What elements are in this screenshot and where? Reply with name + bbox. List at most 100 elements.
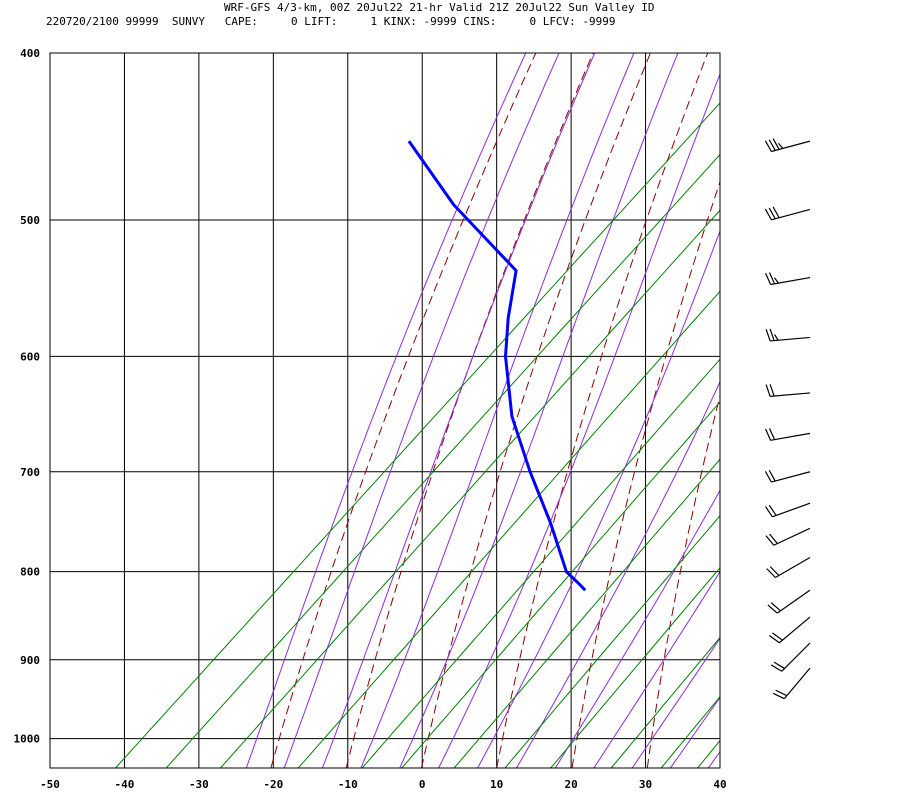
barb-staff	[771, 140, 811, 153]
barb-feather	[774, 277, 779, 284]
barb-feather	[769, 533, 778, 544]
isobar-grid	[50, 52, 720, 768]
barb-staff	[778, 616, 811, 644]
barb-feather	[772, 138, 780, 150]
temp-label--40: -40	[115, 778, 135, 791]
moist-adiabat	[515, 380, 720, 768]
barb-staff	[783, 667, 811, 700]
wind-barb	[764, 502, 811, 518]
dry-adiabat	[571, 180, 720, 768]
wind-barb	[770, 642, 811, 672]
temp-label--50: -50	[40, 778, 60, 791]
wind-barb	[765, 384, 811, 397]
barb-feather	[769, 566, 780, 576]
temp-label-20: 20	[564, 778, 577, 791]
temp-label-0: 0	[419, 778, 426, 791]
pressure-label-500: 500	[20, 214, 40, 227]
wind-barb	[766, 556, 811, 579]
barb-feather	[764, 506, 773, 518]
mixing-ratio-line	[114, 102, 720, 768]
moist-adiabat	[399, 53, 679, 768]
barb-feather	[765, 329, 771, 342]
dry-adiabat	[270, 53, 537, 768]
dry-adiabat	[345, 53, 594, 768]
barb-staff	[770, 336, 811, 342]
moist-adiabat	[360, 53, 635, 768]
sounding-series	[407, 140, 900, 592]
dry-adiabat	[798, 53, 900, 768]
wind-barb	[765, 527, 811, 546]
barb-staff	[770, 432, 811, 441]
barb-feather	[773, 661, 785, 669]
pressure-label-1000: 1000	[14, 733, 41, 746]
barb-feather	[768, 428, 776, 440]
plot-frame	[49, 52, 721, 769]
wind-barb	[765, 272, 811, 286]
barb-feather	[767, 604, 778, 614]
barb-feather	[768, 272, 776, 285]
pressure-label-800: 800	[20, 566, 40, 579]
temperature-profile	[802, 141, 900, 590]
wind-barb	[765, 428, 811, 441]
barb-staff	[775, 556, 811, 579]
mixing-ratio-line	[401, 401, 720, 768]
barb-staff	[776, 589, 811, 614]
barb-feather	[766, 568, 776, 578]
barb-feather	[764, 471, 772, 483]
moist-adiabat	[477, 229, 720, 768]
temp-label-30: 30	[639, 778, 652, 791]
barb-feather	[765, 384, 771, 397]
barb-feather	[764, 140, 772, 152]
sounding-header: WRF-GFS 4/3-km, 00Z 20Jul22 21-hr Valid …	[0, 0, 900, 40]
barb-feather	[769, 328, 775, 341]
barb-feather	[770, 602, 781, 612]
temp-label--20: -20	[263, 778, 283, 791]
wind-barb	[767, 589, 811, 614]
barb-staff	[773, 527, 811, 546]
wind-barbs	[764, 138, 811, 700]
mixing-ratio-line	[696, 739, 720, 768]
background-lines	[114, 53, 900, 768]
mixing-ratio-line	[504, 514, 720, 768]
barb-feather	[768, 207, 776, 220]
moist-adiabat	[283, 53, 560, 768]
pressure-label-600: 600	[20, 350, 40, 363]
mixing-ratio-line	[361, 358, 720, 768]
barb-feather	[765, 272, 772, 285]
wind-barb	[764, 138, 811, 153]
temp-label--30: -30	[189, 778, 209, 791]
mixing-ratio-line	[219, 209, 720, 768]
barb-feather	[765, 428, 772, 441]
barb-feather	[769, 384, 775, 397]
temp-label--10: -10	[338, 778, 358, 791]
dry-adiabat	[420, 53, 651, 768]
dry-adiabat	[646, 393, 720, 768]
dry-adiabat	[496, 53, 709, 768]
moist-adiabat	[554, 489, 720, 768]
pressure-label-700: 700	[20, 466, 40, 479]
barb-staff	[770, 276, 811, 286]
pressure-label-900: 900	[20, 654, 40, 667]
barb-feather	[770, 664, 783, 672]
barb-feather	[768, 635, 780, 644]
barb-feather	[772, 692, 785, 700]
mixing-ratio-line	[297, 290, 720, 768]
dewpoint-profile	[407, 140, 587, 592]
temp-label-40: 40	[713, 778, 726, 791]
moist-adiabat	[631, 637, 720, 768]
barb-feather	[774, 334, 779, 341]
barb-staff	[772, 502, 811, 518]
barb-feather	[764, 208, 772, 221]
pressure-label-400: 400	[20, 47, 40, 60]
station-indices: 220720/2100 99999 SUNVY CAPE: 0 LIFT: 1 …	[46, 15, 616, 28]
barb-feather	[775, 689, 788, 697]
barb-staff	[781, 642, 811, 672]
dry-adiabat	[723, 53, 880, 768]
mixing-ratio-line	[165, 153, 720, 768]
wind-barb	[768, 616, 811, 644]
wind-barb	[772, 667, 811, 700]
moist-adiabat	[321, 53, 596, 768]
barb-feather	[778, 142, 784, 149]
barb-feather	[768, 139, 776, 151]
